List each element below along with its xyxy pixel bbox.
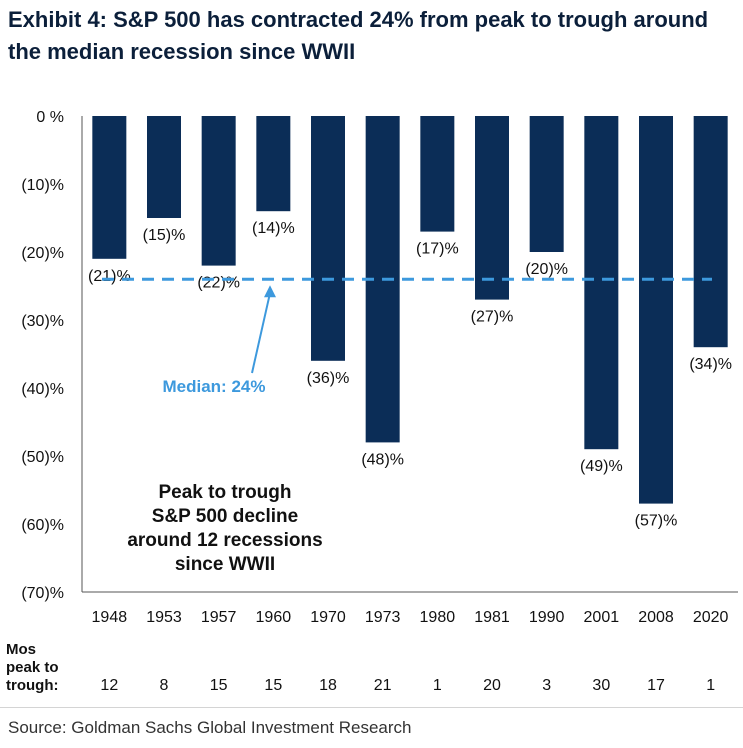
- months-value: 20: [483, 677, 501, 694]
- months-value: 15: [210, 677, 228, 694]
- value-label: (20)%: [525, 261, 568, 278]
- y-tick-label: (50)%: [21, 449, 64, 466]
- value-label: (49)%: [580, 458, 623, 475]
- x-tick-label: 1981: [474, 609, 510, 626]
- bar-2020: [693, 116, 728, 348]
- y-tick-label: (10)%: [21, 177, 64, 194]
- median-layer: Median: 24%: [102, 277, 712, 396]
- x-tick-label: 1957: [201, 609, 237, 626]
- y-tick-label: (40)%: [21, 381, 64, 398]
- y-tick-label: 0 %: [36, 109, 64, 126]
- annotation-layer: Peak to trough S&P 500 decline around 12 r…: [127, 482, 322, 575]
- months-value: 18: [319, 677, 337, 694]
- value-label: (48)%: [361, 451, 404, 468]
- months-value: 3: [542, 677, 551, 694]
- chart-annotation: Peak to trough S&P 500 decline around 12 r…: [127, 482, 322, 575]
- x-tick-label: 1960: [256, 609, 292, 626]
- source-divider: [0, 707, 743, 708]
- bar-chart: (21)% (15)% (22)% (14)% (36)% (48)% (17)% (27)%…: [6, 109, 738, 694]
- x-tick-label: 1953: [146, 609, 182, 626]
- y-tick-label: (20)%: [21, 245, 64, 262]
- bars-layer: [92, 116, 728, 504]
- x-tick-label: 1948: [92, 609, 128, 626]
- median-label: Median: 24%: [163, 377, 266, 396]
- y-tick-label: (60)%: [21, 517, 64, 534]
- source-note: Source: Goldman Sachs Global Investment …: [8, 718, 412, 737]
- bar-2001: [584, 116, 619, 450]
- value-label: (27)%: [471, 309, 514, 326]
- x-tick-label: 1980: [420, 609, 456, 626]
- bar-1948: [92, 116, 127, 259]
- bar-2008: [639, 116, 673, 504]
- value-label: (34)%: [689, 356, 732, 373]
- value-label: (57)%: [635, 513, 678, 530]
- median-arrowhead: [264, 285, 276, 298]
- bar-1980: [420, 116, 455, 232]
- bar-1970: [311, 116, 345, 361]
- value-label: (22)%: [197, 275, 240, 292]
- months-row-label: Mos peak to trough:: [6, 641, 59, 694]
- months-value: 15: [264, 677, 282, 694]
- value-label: (14)%: [252, 220, 295, 237]
- value-label: (15)%: [143, 227, 186, 244]
- median-arrow: [251, 292, 271, 374]
- months-value: 21: [374, 677, 392, 694]
- bar-1953: [147, 116, 181, 218]
- chart-title: Exhibit 4: S&P 500 has contracted 24% fr…: [8, 7, 709, 64]
- x-tick-label: 2008: [638, 609, 674, 626]
- x-tick-label: 1990: [529, 609, 565, 626]
- y-tick-label: (70)%: [21, 585, 64, 602]
- value-label: (17)%: [416, 241, 459, 258]
- months-value: 30: [592, 677, 610, 694]
- months-value: 17: [647, 677, 665, 694]
- value-label: (36)%: [307, 370, 350, 387]
- bar-1957: [201, 116, 236, 266]
- bar-1990: [529, 116, 564, 252]
- months-value: 12: [100, 677, 118, 694]
- value-label: (21)%: [88, 268, 131, 285]
- bar-1960: [256, 116, 291, 212]
- months-value: 8: [160, 677, 169, 694]
- x-tick-label: 2001: [584, 609, 620, 626]
- axis-layer: 0 % (10)% (20)% (30)% (40)% (50)% (60)% (70)% 19…: [6, 109, 738, 694]
- months-value: 1: [706, 677, 715, 694]
- x-tick-label: 2020: [693, 609, 729, 626]
- x-tick-label: 1973: [365, 609, 401, 626]
- y-tick-label: (30)%: [21, 313, 64, 330]
- labels-layer: (21)% (15)% (22)% (14)% (36)% (48)% (17)% (27)%…: [88, 220, 732, 529]
- months-value: 1: [433, 677, 442, 694]
- x-tick-label: 1970: [310, 609, 346, 626]
- bar-1981: [475, 116, 509, 300]
